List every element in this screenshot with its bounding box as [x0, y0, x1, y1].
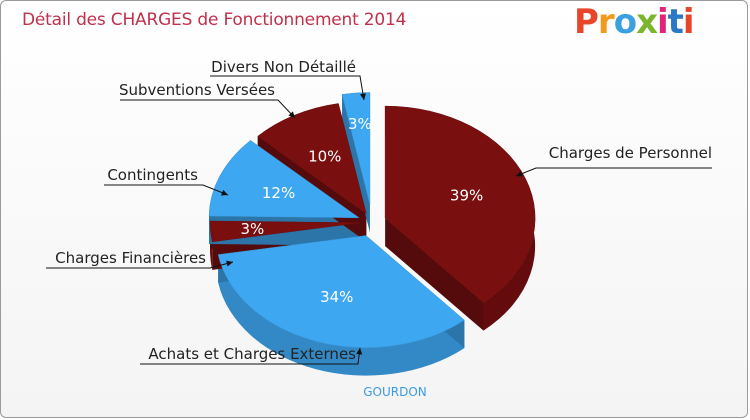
- slice-side: [218, 254, 465, 376]
- category-labels: Charges de Personnel Achats et Charges Ex…: [55, 58, 712, 363]
- percent-label: 12%: [262, 184, 295, 202]
- leader-lines: [46, 75, 712, 365]
- percent-label: 10%: [308, 147, 341, 165]
- slice-charges-financi-res: [209, 220, 361, 243]
- percent-label: 39%: [450, 186, 483, 204]
- slice-charges-de-personnel: [384, 105, 536, 303]
- leader-arrow: [221, 189, 228, 196]
- percent-label: 3%: [240, 220, 264, 238]
- leader-line: [120, 99, 296, 119]
- category-label: Achats et Charges Externes: [148, 345, 356, 363]
- slice-subventions-vers-es: [257, 103, 367, 215]
- logo-letter: o: [613, 2, 637, 42]
- logo-letter: r: [597, 2, 615, 42]
- leader-line: [104, 184, 229, 196]
- slice-wall: [342, 94, 370, 233]
- leader-arrow: [359, 93, 366, 100]
- logo-letter: x: [636, 2, 658, 42]
- logo-letter: i: [657, 2, 669, 42]
- category-label: Contingents: [107, 166, 198, 184]
- leader-arrow: [226, 260, 233, 267]
- leader-arrow: [288, 111, 295, 118]
- logo-letter: t: [667, 2, 684, 42]
- leader-line: [210, 75, 365, 101]
- leader-arrow: [516, 170, 523, 177]
- leader-line: [46, 261, 234, 269]
- category-label: Charges Financières: [55, 249, 206, 267]
- category-label: Divers Non Détaillé: [211, 58, 356, 76]
- proxiti-logo: Proxiti: [574, 2, 695, 42]
- slice-contingents: [208, 140, 360, 219]
- logo-letter: i: [682, 2, 695, 42]
- logo-letter: P: [574, 2, 599, 42]
- city-name: GOURDON: [363, 385, 427, 399]
- pie-slices: [208, 92, 536, 348]
- leader-arrow: [356, 348, 363, 355]
- slice-achats-et-charges-externes: [217, 235, 465, 348]
- percent-label: 34%: [320, 288, 353, 306]
- percent-labels: 39% 34% 3% 12% 10% 3%: [240, 115, 483, 306]
- percent-label: 3%: [348, 115, 372, 133]
- slice-wall: [385, 218, 484, 331]
- category-label: Subventions Versées: [119, 81, 275, 99]
- chart-title: Détail des CHARGES de Fonctionnement 201…: [22, 10, 407, 30]
- category-label: Charges de Personnel: [549, 144, 712, 162]
- leader-line: [515, 167, 712, 177]
- slice-divers-non-d-taill-: [341, 92, 371, 205]
